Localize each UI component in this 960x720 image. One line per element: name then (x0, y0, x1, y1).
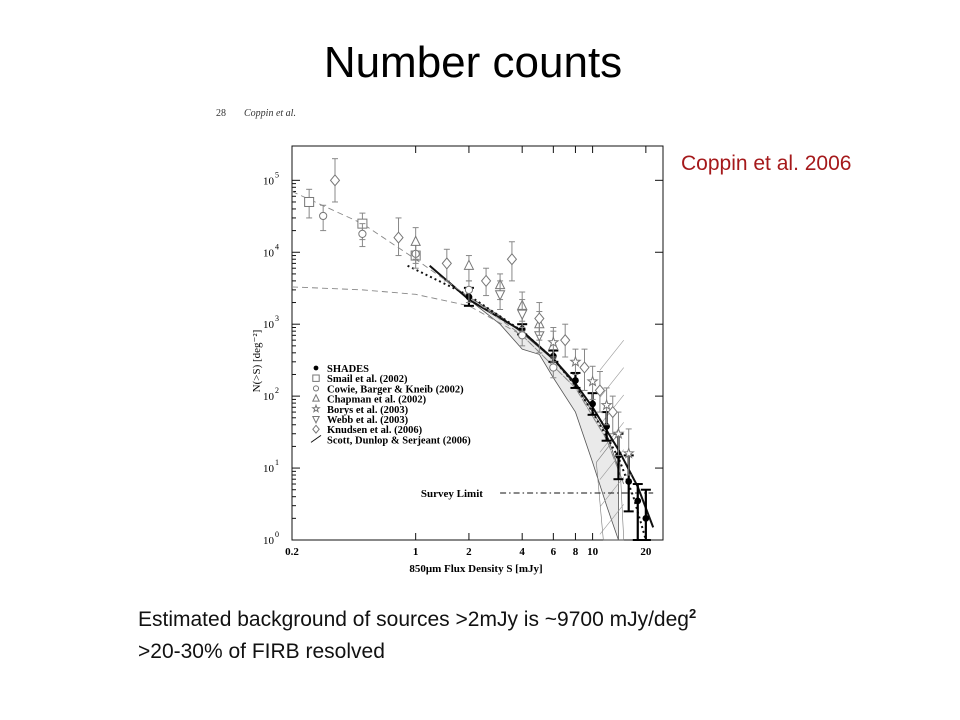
bullet-1-text: Estimated background of sources >2mJy is… (138, 608, 689, 631)
knudsen-et-al-2006-point-4 (506, 253, 518, 266)
figure-authors: Coppin et al. (244, 108, 296, 119)
legend-item-scott-dunlop-serjeant-2006-symbol (310, 434, 322, 443)
borys-et-al-2003-point-1 (569, 355, 582, 368)
y-tick-label-4: 10 (263, 247, 275, 259)
x-tick-label-4: 6 (551, 546, 557, 558)
y-tick-exponent-0: 0 (275, 530, 279, 539)
shades-point-9 (642, 514, 650, 522)
legend-item-scott-dunlop-serjeant-2006: Scott, Dunlop & Serjeant (2006) (327, 435, 471, 446)
knudsen-et-al-2006-point-7 (579, 361, 590, 374)
cowie-barger-kneib-2002-point-3 (464, 285, 474, 294)
knudsen-et-al-2006-point-9 (607, 405, 618, 419)
smail-et-al-2002-point-0 (304, 196, 315, 207)
knudsen-et-al-2006-point-3 (480, 274, 492, 288)
hatch-line (599, 504, 624, 535)
figure-page-number: 28 (216, 108, 226, 119)
knudsen-et-al-2006-point-1 (393, 231, 404, 244)
y-tick-exponent-3: 3 (275, 314, 279, 323)
cowie-barger-kneib-2002-point-5 (549, 363, 558, 372)
webb-et-al-2003-point-0 (494, 290, 506, 301)
bullet-text-block: Estimated background of sources >2mJy is… (138, 598, 696, 668)
y-tick-exponent-4: 4 (275, 242, 279, 251)
plot-frame (291, 145, 664, 541)
shades-point-7 (625, 478, 633, 485)
knudsen-et-al-2006-point-8 (594, 384, 606, 397)
survey-limit-label: Survey Limit (421, 488, 483, 500)
y-tick-label-3: 10 (263, 319, 275, 331)
webb-et-al-2003-point-1 (516, 309, 528, 321)
uncertainty-band (468, 296, 619, 541)
cowie-barger-kneib-2002-point-1 (358, 229, 367, 238)
y-tick-exponent-2: 2 (275, 386, 279, 395)
fit-dashed-lower (291, 286, 625, 485)
legend-item-borys-et-al-2003: Borys et al. (2003) (327, 405, 409, 416)
x-tick-label-2: 2 (466, 546, 472, 558)
borys-et-al-2003-point-5 (622, 446, 635, 459)
hatch-line (599, 476, 624, 508)
y-tick-label-5: 10 (263, 175, 275, 187)
y-tick-label-1: 10 (263, 463, 275, 475)
x-tick-label-5: 8 (573, 546, 579, 558)
y-tick-exponent-5: 5 (275, 170, 279, 179)
shades-point-8 (634, 497, 642, 505)
borys-et-al-2003-point-3 (600, 398, 613, 411)
knudsen-et-al-2006-point-6 (560, 333, 571, 347)
legend-item-smail-et-al-2002-symbol (312, 374, 320, 382)
knudsen-et-al-2006-point-2 (441, 257, 452, 270)
legend-item-cowie-barger-kneib-2002: Cowie, Barger & Kneib (2002) (327, 384, 464, 395)
legend-item-smail-et-al-2002: Smail et al. (2002) (327, 374, 408, 385)
legend-item-shades-symbol (313, 365, 319, 371)
legend-item-chapman-et-al-2002-symbol (311, 393, 321, 402)
x-tick-label-0: 0.2 (285, 546, 299, 558)
x-tick-label-7: 20 (640, 546, 652, 558)
knudsen-et-al-2006-point-5 (534, 312, 545, 325)
bullet-1-superscript: 2 (688, 606, 697, 621)
y-tick-label-0: 10 (263, 535, 275, 547)
x-tick-label-3: 4 (519, 546, 525, 558)
borys-et-al-2003-point-4 (612, 427, 625, 439)
bullet-line-2: >20-30% of FIRB resolved (138, 640, 385, 663)
legend-item-borys-et-al-2003-symbol (311, 403, 321, 413)
shades-point-4 (589, 400, 596, 408)
legend-item-chapman-et-al-2002: Chapman et al. (2002) (327, 395, 427, 406)
shades-point-3 (572, 377, 579, 384)
borys-et-al-2003-point-0 (547, 335, 560, 348)
hatch-line (599, 340, 624, 371)
legend-item-cowie-barger-kneib-2002-symbol (312, 385, 320, 392)
borys-et-al-2003-point-2 (586, 375, 599, 387)
y-axis-label: N(>S) [deg⁻²] (251, 330, 263, 393)
knudsen-et-al-2006-point-0 (329, 174, 341, 187)
legend-item-knudsen-et-al-2006-symbol (312, 424, 320, 434)
legend-item-knudsen-et-al-2006: Knudsen et al. (2006) (327, 425, 423, 436)
legend-item-webb-et-al-2003-symbol (311, 415, 321, 424)
hatch-line (599, 367, 624, 398)
y-tick-label-2: 10 (263, 391, 275, 403)
cowie-barger-kneib-2002-point-4 (518, 331, 527, 340)
x-tick-label-1: 1 (413, 546, 419, 558)
cowie-barger-kneib-2002-point-0 (319, 211, 328, 221)
chapman-et-al-2002-point-0 (410, 235, 421, 246)
slide-title: Number counts (323, 38, 623, 87)
number-counts-figure: 28 Coppin et al. 0.2 1 2 4 6 8 10 2010010110210… (216, 108, 664, 575)
x-tick-label-6: 10 (587, 546, 599, 558)
citation-label: Coppin et al. 2006 (681, 152, 852, 175)
chapman-et-al-2002-point-1 (463, 259, 475, 270)
bullet-line-1: Estimated background of sources >2mJy is… (138, 598, 696, 636)
legend-item-shades: SHADES (327, 364, 369, 375)
x-axis-label: 850μm Flux Density S [mJy] (409, 563, 542, 575)
legend-item-webb-et-al-2003: Webb et al. (2003) (327, 415, 409, 426)
y-tick-exponent-1: 1 (275, 458, 279, 467)
